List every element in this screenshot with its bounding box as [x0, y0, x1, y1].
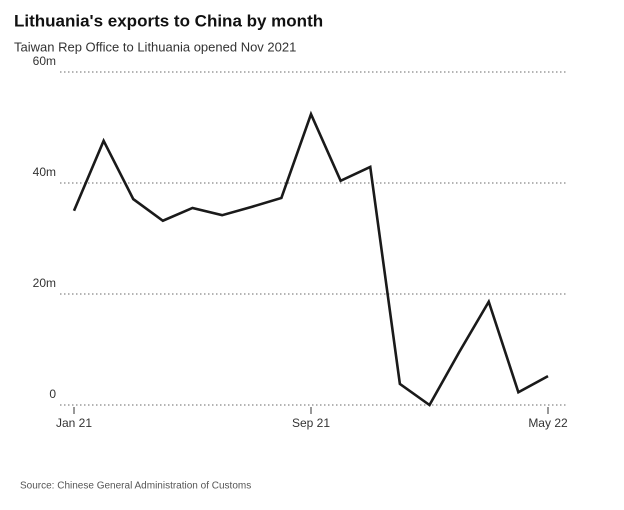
x-tick-label: May 22 [528, 416, 568, 430]
label-bg [30, 287, 58, 291]
chart-title: Lithuania's exports to China by month [14, 11, 323, 30]
x-tick-label: Jan 21 [56, 416, 92, 430]
source-note: Source: Chinese General Administration o… [20, 481, 251, 492]
label-bg [30, 65, 58, 69]
y-tick-label: 60m [33, 54, 56, 68]
y-tick-label: 20m [33, 276, 56, 290]
label-bg [30, 176, 58, 180]
chart-subtitle: Taiwan Rep Office to Lithuania opened No… [14, 39, 296, 54]
x-tick-label: Sep 21 [292, 416, 330, 430]
y-tick-label: 0 [49, 387, 56, 401]
data-line [72, 110, 549, 407]
y-tick-label: 40m [33, 165, 56, 179]
label-bg [30, 398, 58, 402]
